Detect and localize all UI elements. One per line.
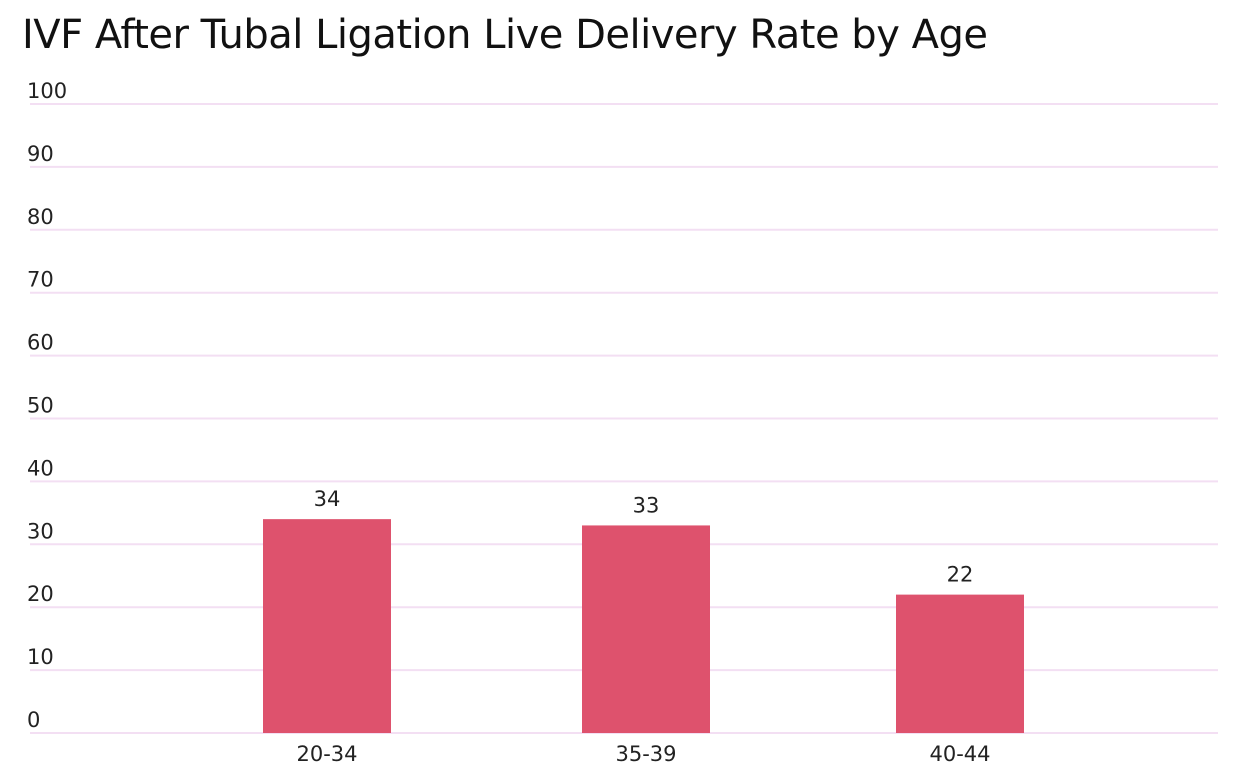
y-tick-label: 90 — [27, 142, 54, 166]
y-tick-label: 70 — [27, 268, 54, 292]
x-tick-label: 20-34 — [296, 742, 357, 766]
y-tick-label: 20 — [27, 582, 54, 606]
bars: 34 33 22 — [263, 487, 1024, 733]
y-tick-label: 60 — [27, 331, 54, 355]
y-tick-label: 80 — [27, 205, 54, 229]
y-tick-label: 30 — [27, 519, 54, 543]
data-label: 33 — [633, 493, 660, 517]
x-tick-label: 35-39 — [615, 742, 676, 766]
x-axis-ticks: 20-34 35-39 40-44 — [296, 742, 990, 766]
bar — [896, 594, 1024, 733]
x-tick-label: 40-44 — [929, 742, 990, 766]
data-label: 22 — [947, 563, 974, 587]
y-tick-label: 0 — [27, 708, 40, 732]
y-tick-label: 40 — [27, 456, 54, 480]
bar — [263, 519, 391, 733]
y-axis-ticks: 0 10 20 30 40 50 60 70 80 90 100 — [27, 79, 67, 732]
y-tick-label: 50 — [27, 394, 54, 418]
y-tick-label: 100 — [27, 79, 67, 103]
data-label: 34 — [314, 487, 341, 511]
bar — [582, 525, 710, 733]
chart-title: IVF After Tubal Ligation Live Delivery R… — [22, 12, 988, 58]
y-tick-label: 10 — [27, 645, 54, 669]
